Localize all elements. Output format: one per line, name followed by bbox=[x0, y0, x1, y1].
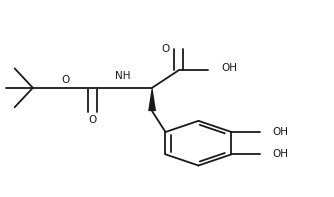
Text: O: O bbox=[161, 44, 169, 54]
Text: O: O bbox=[62, 75, 70, 85]
Text: O: O bbox=[89, 115, 97, 125]
Polygon shape bbox=[148, 88, 156, 111]
Text: OH: OH bbox=[273, 149, 289, 159]
Text: NH: NH bbox=[115, 71, 130, 81]
Text: OH: OH bbox=[222, 63, 238, 73]
Text: OH: OH bbox=[273, 127, 289, 137]
